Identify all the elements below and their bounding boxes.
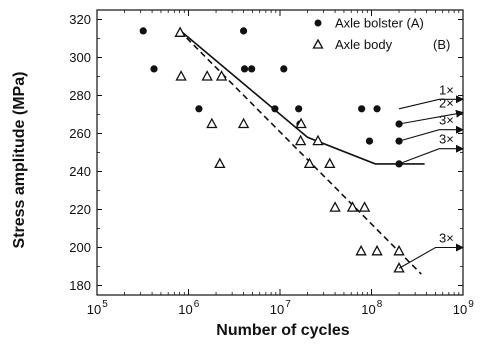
point-axle-body — [303, 157, 316, 169]
y-tick-label: 240 — [69, 164, 91, 179]
point-axle-body — [215, 70, 228, 81]
runout-arrow — [398, 144, 464, 165]
point-axle-body — [201, 70, 213, 81]
point-axle-body — [346, 201, 359, 212]
runout-label: 3× — [439, 132, 454, 147]
point-axle-bolster — [139, 27, 147, 35]
runout-arrow — [398, 243, 464, 269]
legend: Axle bolster (A) Axle body (B) — [312, 16, 450, 52]
legend-label-axle-bolster: Axle bolster (A) — [335, 16, 424, 31]
point-axle-body — [237, 117, 250, 129]
runout-arrow — [398, 95, 464, 110]
legend-marker-axle-bolster — [314, 19, 322, 27]
point-axle-bolster — [373, 105, 381, 113]
y-tick-label: 280 — [69, 88, 91, 103]
runout-arrow — [398, 109, 464, 125]
plot-frame-border — [96, 9, 464, 296]
point-axle-body — [329, 201, 341, 212]
y-tick-label: 320 — [69, 12, 91, 27]
point-axle-body — [312, 134, 324, 146]
point-axle-body — [295, 117, 307, 129]
point-axle-body — [175, 70, 187, 81]
x-tick-label: 10 — [453, 302, 467, 317]
point-axle-body — [393, 262, 405, 273]
point-axle-body — [324, 157, 336, 169]
point-axle-bolster — [239, 27, 248, 35]
runout-annotations: 1×2× 3× 3× 3× — [398, 82, 464, 269]
x-tick-label: 10 — [270, 302, 284, 317]
plot-area — [96, 9, 464, 296]
runout-label: 1× — [439, 82, 454, 97]
point-axle-bolster — [365, 137, 374, 145]
point-axle-bolster — [280, 65, 288, 73]
point-axle-bolster — [150, 65, 158, 73]
point-axle-bolster — [240, 65, 249, 73]
x-tick-label: 10 — [361, 302, 375, 317]
x-tick-label: 10 — [178, 302, 192, 317]
runout-label: 3× — [439, 231, 454, 246]
x-tick-exponent: 8 — [377, 299, 383, 310]
point-axle-body — [206, 117, 218, 129]
point-axle-body — [355, 244, 367, 256]
y-tick-label: 200 — [69, 240, 91, 255]
x-tick-label: 10 — [87, 302, 101, 317]
point-axle-bolster — [295, 105, 303, 113]
fit-line-axle-body — [179, 30, 422, 275]
runout-label: 3× — [439, 113, 454, 128]
point-axle-bolster — [358, 105, 366, 113]
point-axle-body — [174, 26, 186, 37]
point-axle-body — [294, 134, 307, 146]
x-tick-exponent: 7 — [285, 299, 291, 310]
y-tick-label: 220 — [69, 202, 91, 217]
x-axis-title: Number of cycles — [216, 322, 349, 339]
point-axle-body — [371, 244, 383, 256]
point-axle-bolster — [271, 105, 279, 113]
y-tick-label: 300 — [69, 50, 91, 65]
runout-arrow — [398, 125, 464, 142]
legend-marker-axle-body — [312, 38, 324, 49]
x-tick-exponent: 9 — [468, 299, 474, 310]
runout-label: 2× — [439, 96, 454, 111]
point-axle-body — [214, 157, 226, 169]
x-tick-exponent: 6 — [194, 299, 200, 310]
point-axle-bolster — [195, 105, 203, 113]
y-axis-title: Stress amplitude (MPa) — [11, 72, 28, 249]
fit-lines — [179, 30, 425, 275]
point-axle-body — [393, 244, 405, 256]
legend-label-axle-body: Axle body — [335, 37, 393, 52]
legend-label-axle-body-tag: (B) — [433, 37, 450, 52]
point-axle-bolster — [248, 65, 256, 73]
y-tick-label: 260 — [69, 126, 91, 141]
x-tick-exponent: 5 — [102, 299, 108, 310]
y-tick-label: 180 — [69, 278, 91, 293]
point-axle-body — [358, 201, 371, 212]
data-points — [139, 26, 405, 273]
